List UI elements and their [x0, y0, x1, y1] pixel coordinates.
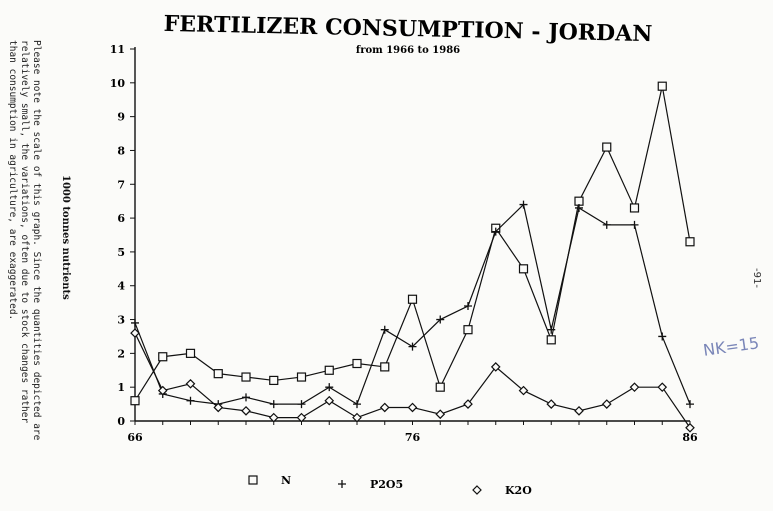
- x-tick-label: 86: [682, 431, 698, 444]
- series-k2o-point: [268, 412, 279, 423]
- series-n-point: [685, 237, 695, 247]
- series-n-point: [435, 382, 445, 392]
- series-k2o-point: [657, 382, 668, 393]
- series-k2o-point: [379, 402, 390, 413]
- chart-legend: N P2O5 K2O: [248, 474, 532, 497]
- series-p2o5-point: [602, 220, 611, 229]
- y-tick-label: 0: [117, 415, 125, 428]
- series-k2o-point: [435, 409, 446, 420]
- x-tick-label: 76: [405, 431, 421, 444]
- y-tick-label: 4: [117, 280, 125, 293]
- series-k2o-point: [407, 402, 418, 413]
- series-k2o: [130, 328, 695, 433]
- series-k2o-point: [546, 399, 557, 409]
- scale-note-line-2: relatively small, the variations, often …: [19, 40, 30, 424]
- series-n-point: [241, 372, 251, 382]
- series-k2o-point: [296, 412, 307, 423]
- series-k2o-point: [352, 412, 362, 423]
- series-k2o-point: [185, 378, 196, 389]
- page-number: -91-: [751, 268, 762, 288]
- series-p2o5-point: [380, 325, 389, 334]
- y-tick-label: 8: [117, 144, 125, 157]
- series-p2o5-point: [519, 200, 528, 209]
- scale-note-line-3: than consumption in agriculture, are exa…: [7, 40, 18, 321]
- chart-subtitle: from 1966 to 1986: [356, 45, 460, 56]
- y-tick-label: 9: [117, 111, 125, 124]
- series-p2o5-point: [630, 220, 639, 229]
- series-n-point: [380, 362, 390, 372]
- scale-note: Please note the scale of this graph. Sin…: [6, 40, 42, 460]
- series-p2o5-point: [575, 203, 583, 212]
- series-n-point: [213, 369, 223, 379]
- series-n-point: [130, 396, 140, 406]
- legend-marker-k2o: [472, 485, 482, 495]
- series-p2o5-point: [436, 315, 445, 324]
- chart-title: FERTILIZER CONSUMPTION - JORDAN: [163, 11, 652, 47]
- y-tick-label: 1: [117, 381, 125, 394]
- series-k2o-point: [213, 402, 224, 413]
- series-n-point: [546, 335, 556, 345]
- series-n-point: [518, 264, 529, 274]
- series-p2o5-point: [686, 400, 694, 409]
- x-tick-label: 66: [127, 431, 143, 444]
- series-n: [130, 81, 695, 406]
- series-n-line: [134, 86, 691, 402]
- series-k2o-point: [601, 399, 612, 409]
- series-n-point: [296, 372, 307, 382]
- series-k2o-point: [518, 385, 529, 396]
- y-axis-label: 1000 tonnes nutrients: [60, 175, 71, 300]
- series-p2o5-point: [325, 383, 334, 392]
- scale-note-line-1: Please note the scale of this graph. Sin…: [31, 40, 42, 441]
- y-tick-label: 6: [117, 212, 125, 225]
- series-k2o-point: [574, 406, 584, 416]
- series-n-point: [657, 81, 667, 91]
- y-tick-label: 3: [117, 314, 125, 327]
- y-tick-label: 5: [117, 246, 125, 259]
- legend-label-k2o: K2O: [505, 484, 532, 497]
- series-k2o-point: [157, 385, 168, 396]
- series-p2o5-point: [464, 302, 472, 311]
- series-p2o5-point: [547, 325, 556, 334]
- legend-label-p2o5: P2O5: [370, 478, 403, 491]
- chart-series: [130, 81, 695, 433]
- series-p2o5-point: [658, 332, 667, 341]
- series-n-point: [185, 348, 196, 358]
- series-n-point: [463, 325, 473, 335]
- series-p2o5-point: [269, 400, 278, 409]
- legend-marker-p2o5: [338, 480, 346, 488]
- series-k2o-point: [685, 422, 695, 433]
- y-tick-label: 10: [110, 77, 126, 90]
- series-n-point: [158, 352, 168, 362]
- series-p2o5-point: [297, 400, 306, 409]
- series-p2o5-point: [491, 227, 500, 236]
- series-n-point: [269, 375, 279, 386]
- series-n-point: [352, 358, 362, 369]
- series-p2o5-point: [186, 396, 195, 405]
- series-p2o5-point: [242, 393, 250, 402]
- series-k2o-point: [629, 382, 640, 393]
- series-k2o-point: [241, 406, 251, 416]
- series-n-point: [407, 294, 418, 304]
- y-tick-label: 2: [117, 347, 125, 360]
- y-tick-label: 7: [117, 178, 125, 191]
- series-p2o5-point: [353, 400, 361, 409]
- y-tick-label: 11: [110, 43, 125, 56]
- series-k2o-point: [130, 328, 140, 338]
- series-n-point: [602, 142, 612, 152]
- series-k2o-point: [463, 399, 473, 409]
- series-n-point: [629, 203, 640, 213]
- series-p2o5-point: [408, 342, 417, 351]
- series-p2o5-point: [131, 318, 139, 327]
- legend-marker-n: [248, 475, 258, 485]
- chart-axes: 0 1 2 3 4 5 6 7 8 9 10 11 66 76 86: [110, 43, 698, 444]
- series-n-point: [324, 365, 334, 375]
- series-k2o-point: [490, 362, 501, 372]
- legend-label-n: N: [281, 474, 291, 487]
- series-k2o-point: [324, 395, 335, 406]
